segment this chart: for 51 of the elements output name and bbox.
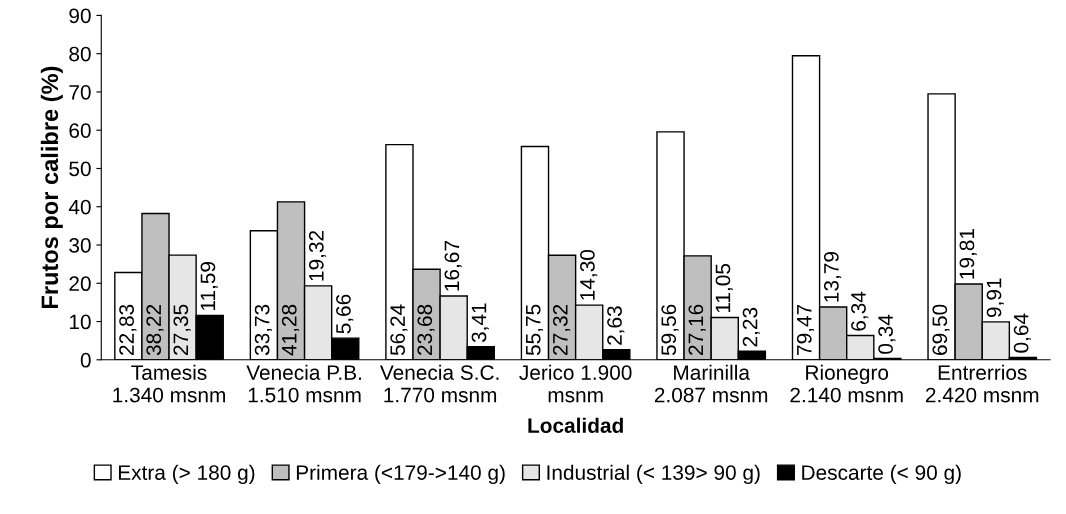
legend-label: Industrial (< 139> 90 g) — [547, 464, 760, 485]
x-tick-label: Marinilla 2.087 msnm — [654, 364, 768, 403]
data-label: 9,91 — [986, 278, 1004, 318]
data-label: 27,35 — [173, 304, 191, 355]
data-label: 19,81 — [959, 229, 977, 279]
y-axis-title: Frutos por calibre (%) — [40, 66, 63, 309]
data-label: 3,41 — [471, 303, 489, 343]
y-tick-label: 0 — [80, 352, 91, 368]
legend-label: Descarte (< 90 g) — [802, 464, 961, 485]
y-tick-label: 50 — [69, 161, 91, 177]
legend-label: Extra (> 180 g) — [118, 464, 255, 485]
data-label: 0,34 — [878, 314, 896, 354]
data-label: 14,30 — [580, 249, 598, 300]
data-label: 22,83 — [119, 304, 137, 355]
data-label: 38,22 — [146, 304, 164, 356]
data-label: 55,75 — [526, 304, 544, 356]
data-label: 11,05 — [715, 263, 733, 313]
data-label: 6,34 — [851, 291, 869, 331]
y-tick-label: 70 — [69, 84, 91, 100]
y-tick-label: 10 — [69, 314, 91, 330]
y-tick-label: 20 — [69, 276, 91, 292]
y-tick-label: 30 — [69, 238, 91, 253]
x-tick-label: Tamesis 1.340 msnm — [113, 364, 225, 403]
x-tick-label: Venecia S.C. 1.770 msnm — [379, 364, 499, 403]
data-label: 16,67 — [444, 241, 462, 291]
x-tick-label: Rionegro 2.140 msnm — [790, 364, 903, 403]
data-label: 23,68 — [417, 304, 435, 355]
y-tick-label: 80 — [69, 46, 91, 62]
data-label: 59,56 — [661, 304, 679, 356]
data-label: 13,79 — [823, 252, 842, 302]
data-label: 2,23 — [742, 307, 760, 347]
x-axis-title: Localidad — [528, 417, 623, 433]
data-label: 79,47 — [796, 304, 815, 355]
x-tick-label: Venecia P.B. 1.510 msnm — [246, 364, 361, 403]
data-label: 11,59 — [200, 262, 218, 311]
data-label: 69,50 — [932, 304, 950, 355]
y-tick-label: 90 — [69, 8, 91, 24]
data-label: 33,73 — [254, 304, 272, 356]
data-label: 19,32 — [308, 230, 327, 281]
data-label: 2,63 — [607, 306, 625, 345]
legend-label: Primera (<179->140 g) — [296, 464, 505, 485]
data-label: 27,32 — [552, 304, 571, 355]
data-label: 5,66 — [336, 294, 354, 334]
data-label: 0,64 — [1013, 313, 1031, 353]
x-tick-label: Entrerrios 2.420 msnm — [925, 364, 1039, 403]
data-label: 41,28 — [281, 304, 300, 356]
data-label: 27,16 — [688, 304, 706, 355]
data-label: 56,24 — [390, 304, 408, 356]
x-tick-label: Jerico 1.900 msnm — [519, 364, 632, 403]
y-tick-label: 60 — [69, 123, 91, 138]
y-tick-label: 40 — [68, 199, 91, 215]
